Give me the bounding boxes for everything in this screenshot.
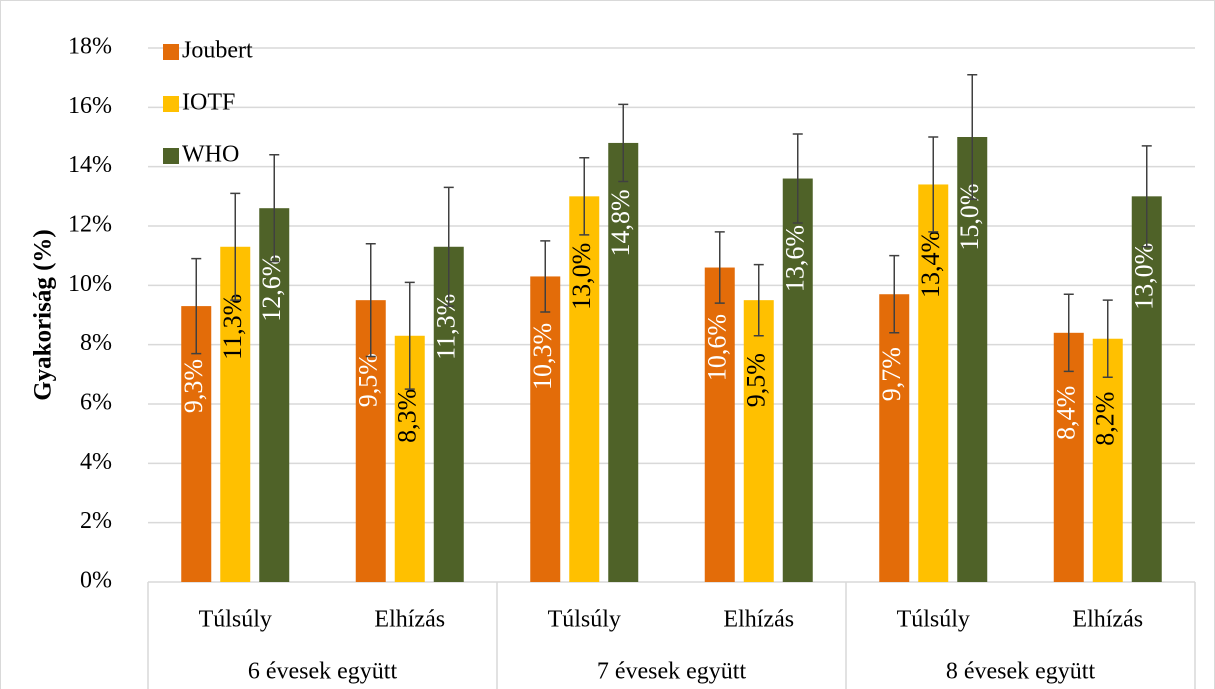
value-label: 11,3%: [432, 294, 461, 360]
error-bar: [1063, 293, 1074, 373]
bar: [220, 246, 251, 582]
error-bar: [230, 192, 241, 301]
error-bar: [753, 263, 764, 337]
error-bar: [579, 157, 590, 236]
legend-swatch: [163, 96, 179, 112]
value-label: 9,3%: [179, 359, 208, 413]
value-label: 11,3%: [218, 294, 247, 360]
error-bar: [928, 136, 939, 233]
bar: [530, 276, 561, 582]
y-tick-label: 4%: [80, 449, 112, 475]
error-bar: [1141, 145, 1152, 248]
legend-label: WHO: [182, 142, 239, 168]
bar: [569, 196, 600, 583]
bar: [743, 300, 774, 582]
x-tick-label: Túlsúly: [897, 607, 970, 633]
value-label: 8,4%: [1052, 386, 1081, 440]
y-tick-label: 0%: [80, 568, 112, 594]
group-label: 6 évesek együtt: [248, 659, 398, 685]
error-bar: [269, 154, 280, 263]
value-label: 13,0%: [567, 243, 596, 310]
value-label: 12,6%: [257, 255, 286, 322]
value-label: 13,0%: [1130, 243, 1159, 310]
x-tick-label: Elhízás: [723, 607, 794, 633]
bar: [259, 208, 290, 582]
legend-swatch: [163, 148, 179, 164]
value-label: 9,5%: [354, 353, 383, 407]
bar: [782, 178, 813, 583]
value-label: 10,6%: [703, 314, 732, 381]
value-label: 8,3%: [393, 389, 422, 443]
error-bar: [967, 73, 978, 201]
legend-label: IOTF: [182, 90, 235, 116]
group-label: 8 évesek együtt: [946, 659, 1096, 685]
error-bar: [889, 254, 900, 334]
y-tick-label: 14%: [68, 152, 112, 178]
error-bar: [365, 243, 376, 358]
error-bar: [191, 257, 202, 355]
bar: [1092, 338, 1123, 582]
y-tick-label: 12%: [68, 212, 112, 238]
error-bar: [714, 231, 725, 304]
error-bar: [404, 281, 415, 390]
value-label: 10,3%: [528, 323, 557, 390]
x-tick-label: Túlsúly: [548, 607, 621, 633]
y-axis-label: Gyakoriság (%): [30, 229, 57, 401]
x-tick-label: Elhízás: [374, 607, 445, 633]
y-tick-label: 8%: [80, 330, 112, 356]
value-label: 9,5%: [742, 353, 771, 407]
error-bar: [443, 186, 454, 307]
legend-label: Joubert: [182, 38, 253, 64]
y-tick-label: 10%: [68, 271, 112, 297]
bar: [704, 267, 735, 582]
bar: [918, 184, 949, 582]
value-label: 13,4%: [916, 231, 945, 298]
value-label: 13,6%: [781, 225, 810, 292]
y-tick-label: 18%: [68, 34, 112, 60]
value-label: 9,7%: [877, 347, 906, 401]
y-tick-label: 6%: [80, 390, 112, 416]
bar: [957, 137, 988, 582]
x-tick-label: Túlsúly: [199, 607, 272, 633]
error-bar: [618, 103, 629, 183]
y-tick-label: 2%: [80, 508, 112, 534]
legend-swatch: [163, 44, 179, 60]
x-tick-label: Elhízás: [1072, 607, 1143, 633]
bar: [879, 294, 910, 582]
y-tick-label: 16%: [68, 93, 112, 119]
bar: [1131, 196, 1162, 583]
error-bar: [540, 240, 551, 313]
value-label: 8,2%: [1091, 392, 1120, 446]
group-label: 7 évesek együtt: [597, 659, 747, 685]
error-bar: [1102, 299, 1113, 379]
error-bar: [792, 133, 803, 224]
bar: [1053, 332, 1084, 582]
bar: [608, 142, 639, 582]
value-label: 14,8%: [606, 189, 635, 256]
value-label: 15,0%: [955, 183, 984, 250]
